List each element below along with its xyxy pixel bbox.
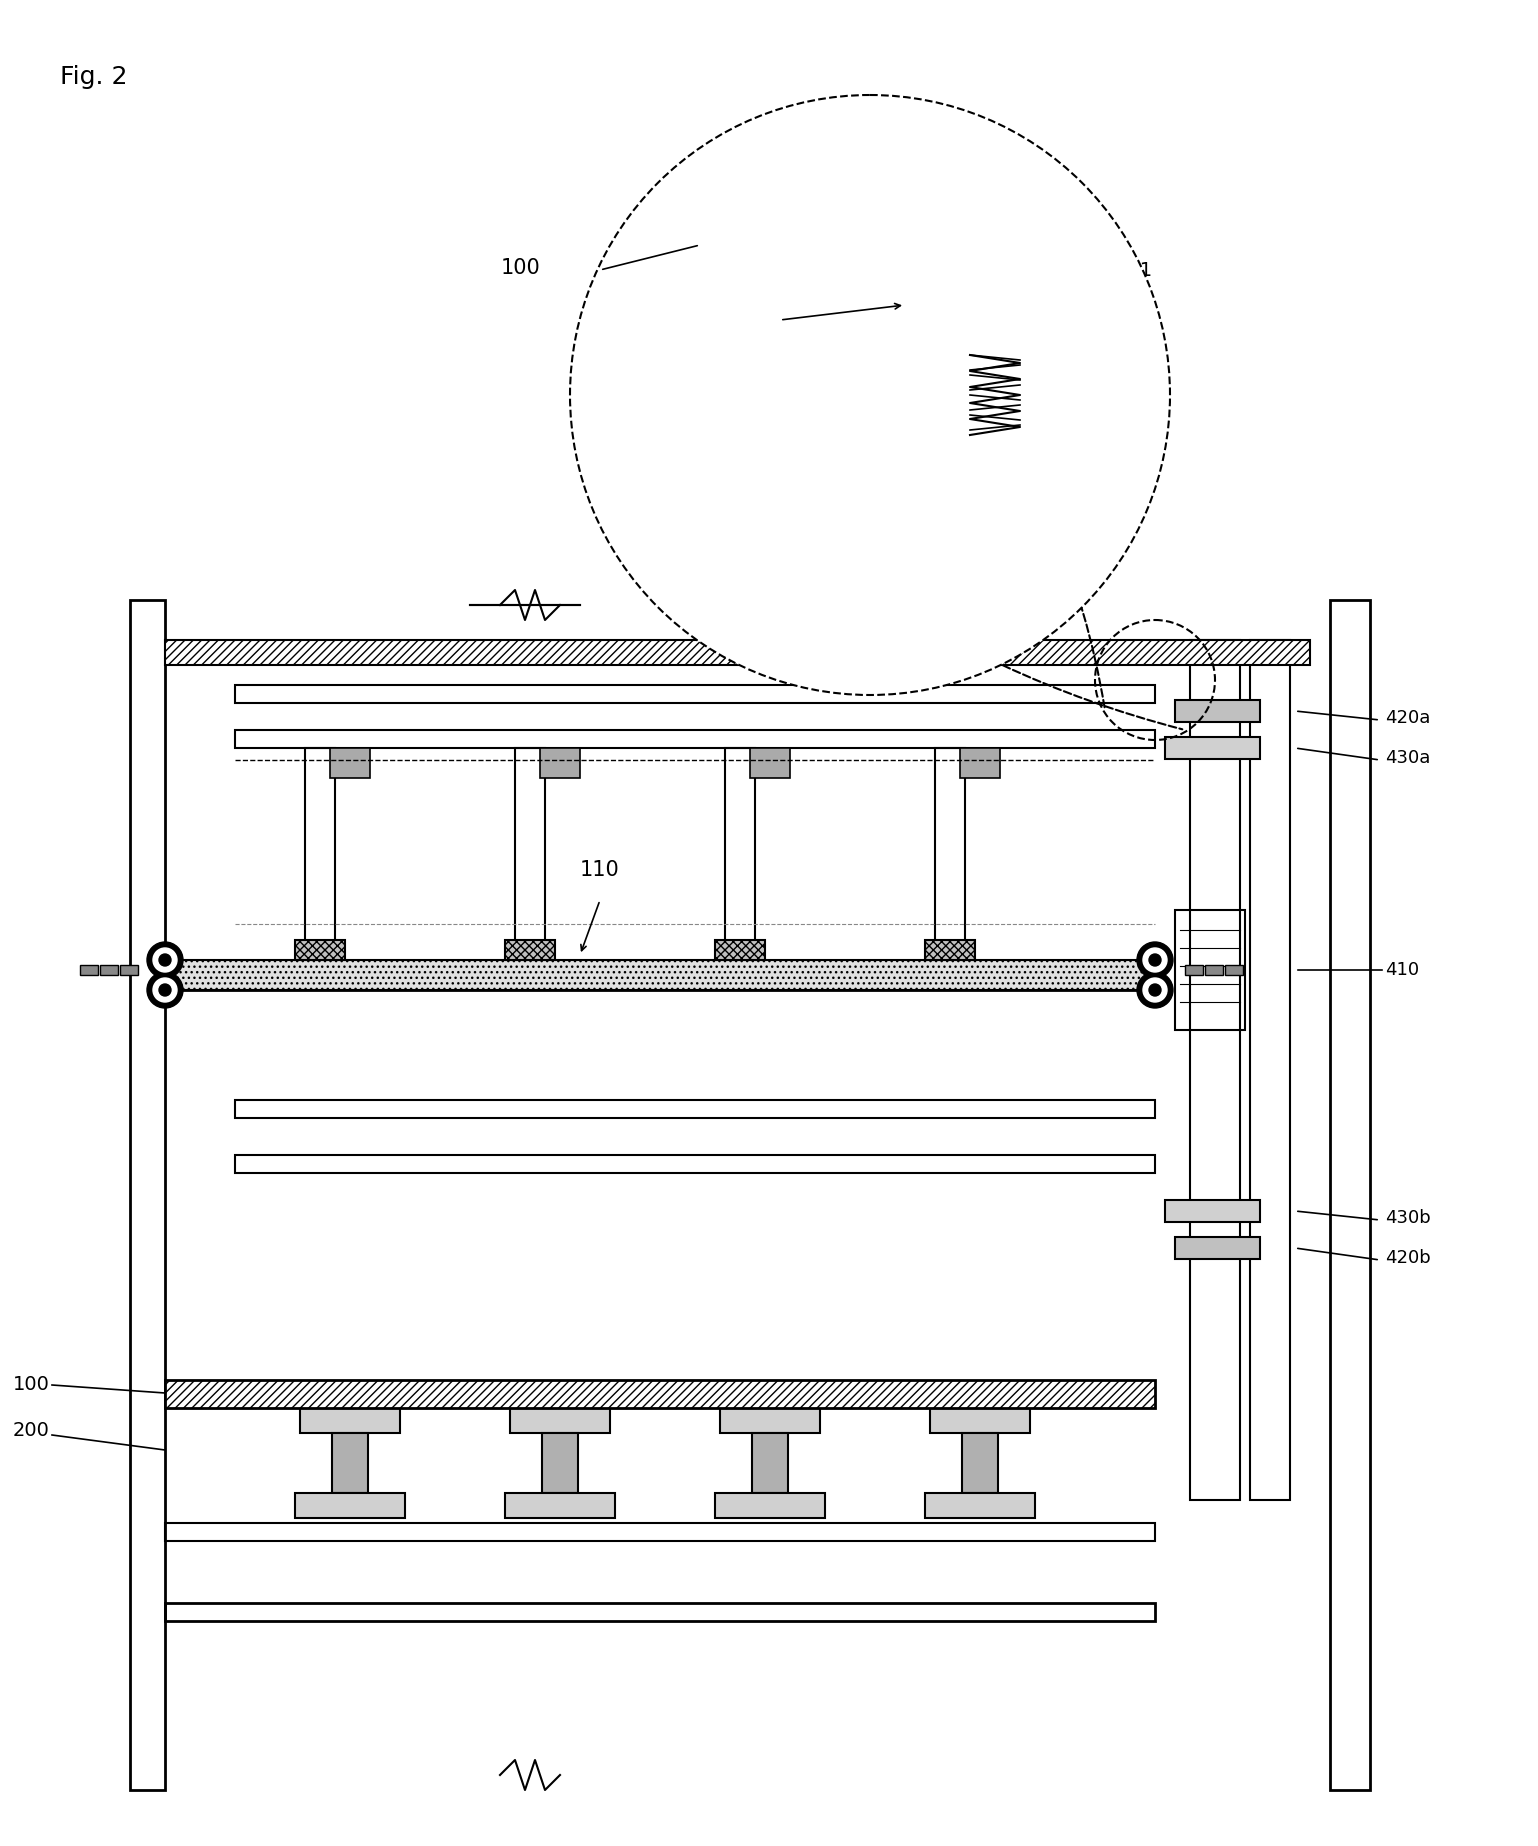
Circle shape — [1149, 954, 1161, 965]
Bar — [165, 1602, 1155, 1621]
Text: 420b: 420b — [1386, 1250, 1430, 1266]
Circle shape — [148, 973, 183, 1008]
Bar — [235, 729, 1155, 748]
Bar — [1175, 1237, 1260, 1259]
Circle shape — [1137, 973, 1173, 1008]
Bar — [960, 748, 1000, 777]
Bar — [1164, 737, 1260, 759]
Text: 422b: 422b — [1115, 380, 1164, 399]
Bar — [1020, 275, 1070, 354]
Bar — [1190, 641, 1240, 1501]
Circle shape — [1137, 941, 1173, 978]
Bar — [100, 965, 118, 975]
Text: 421: 421 — [1115, 260, 1152, 279]
Bar — [235, 685, 1155, 703]
Bar — [924, 1493, 1035, 1517]
Bar — [235, 1100, 1155, 1119]
Bar — [131, 600, 165, 1791]
Bar — [305, 748, 335, 960]
Text: 410: 410 — [1386, 962, 1420, 978]
Bar — [924, 940, 975, 960]
Bar — [930, 1408, 1030, 1432]
Bar — [295, 940, 345, 960]
FancyArrowPatch shape — [660, 185, 1104, 707]
Circle shape — [152, 978, 177, 1002]
Text: 422a: 422a — [641, 406, 691, 425]
Text: 200: 200 — [14, 1421, 51, 1440]
Circle shape — [158, 954, 171, 965]
Text: 110: 110 — [580, 860, 620, 881]
Bar — [875, 354, 1020, 367]
Bar — [165, 641, 1310, 665]
FancyArrowPatch shape — [589, 295, 1183, 729]
Circle shape — [148, 941, 183, 978]
Text: 100: 100 — [14, 1375, 51, 1394]
Bar — [715, 1493, 824, 1517]
Circle shape — [571, 94, 1170, 694]
Bar — [504, 940, 555, 960]
Bar — [332, 1432, 368, 1493]
Bar — [80, 965, 98, 975]
Bar — [990, 367, 1004, 426]
Text: 420a: 420a — [1386, 709, 1430, 727]
Bar — [751, 748, 791, 777]
Circle shape — [1143, 978, 1167, 1002]
Bar — [680, 231, 1100, 275]
Bar — [1184, 965, 1203, 975]
Bar — [295, 1493, 404, 1517]
Text: 100: 100 — [500, 258, 540, 279]
Bar — [120, 965, 138, 975]
Bar — [165, 1523, 1155, 1541]
Circle shape — [158, 984, 171, 997]
Bar — [511, 1408, 611, 1432]
Bar — [724, 748, 755, 960]
Bar — [165, 960, 1155, 989]
Bar — [752, 1432, 787, 1493]
Circle shape — [152, 949, 177, 973]
Bar — [1175, 910, 1244, 1030]
Bar — [1204, 965, 1223, 975]
Bar — [715, 940, 764, 960]
Bar — [720, 1408, 820, 1432]
Bar — [961, 1432, 998, 1493]
Bar — [875, 275, 1020, 354]
Text: 422: 422 — [647, 308, 684, 327]
Bar — [515, 748, 544, 960]
Bar — [1020, 275, 1075, 485]
Bar — [1224, 965, 1243, 975]
Text: 430a: 430a — [1386, 749, 1430, 766]
Bar — [504, 1493, 615, 1517]
Bar — [1175, 700, 1260, 722]
Circle shape — [1149, 984, 1161, 997]
Bar — [165, 960, 1155, 989]
Bar — [331, 748, 371, 777]
Bar — [300, 1408, 400, 1432]
Bar — [235, 1156, 1155, 1172]
Bar — [540, 748, 580, 777]
Circle shape — [1143, 949, 1167, 973]
Bar — [1250, 641, 1290, 1501]
Bar — [541, 1432, 578, 1493]
Bar — [1330, 600, 1370, 1791]
Bar — [680, 454, 900, 473]
Bar — [935, 748, 964, 960]
Text: 430b: 430b — [1386, 1209, 1430, 1228]
Text: Fig. 2: Fig. 2 — [60, 65, 128, 89]
Bar — [1164, 1200, 1260, 1222]
Bar — [165, 1381, 1155, 1408]
